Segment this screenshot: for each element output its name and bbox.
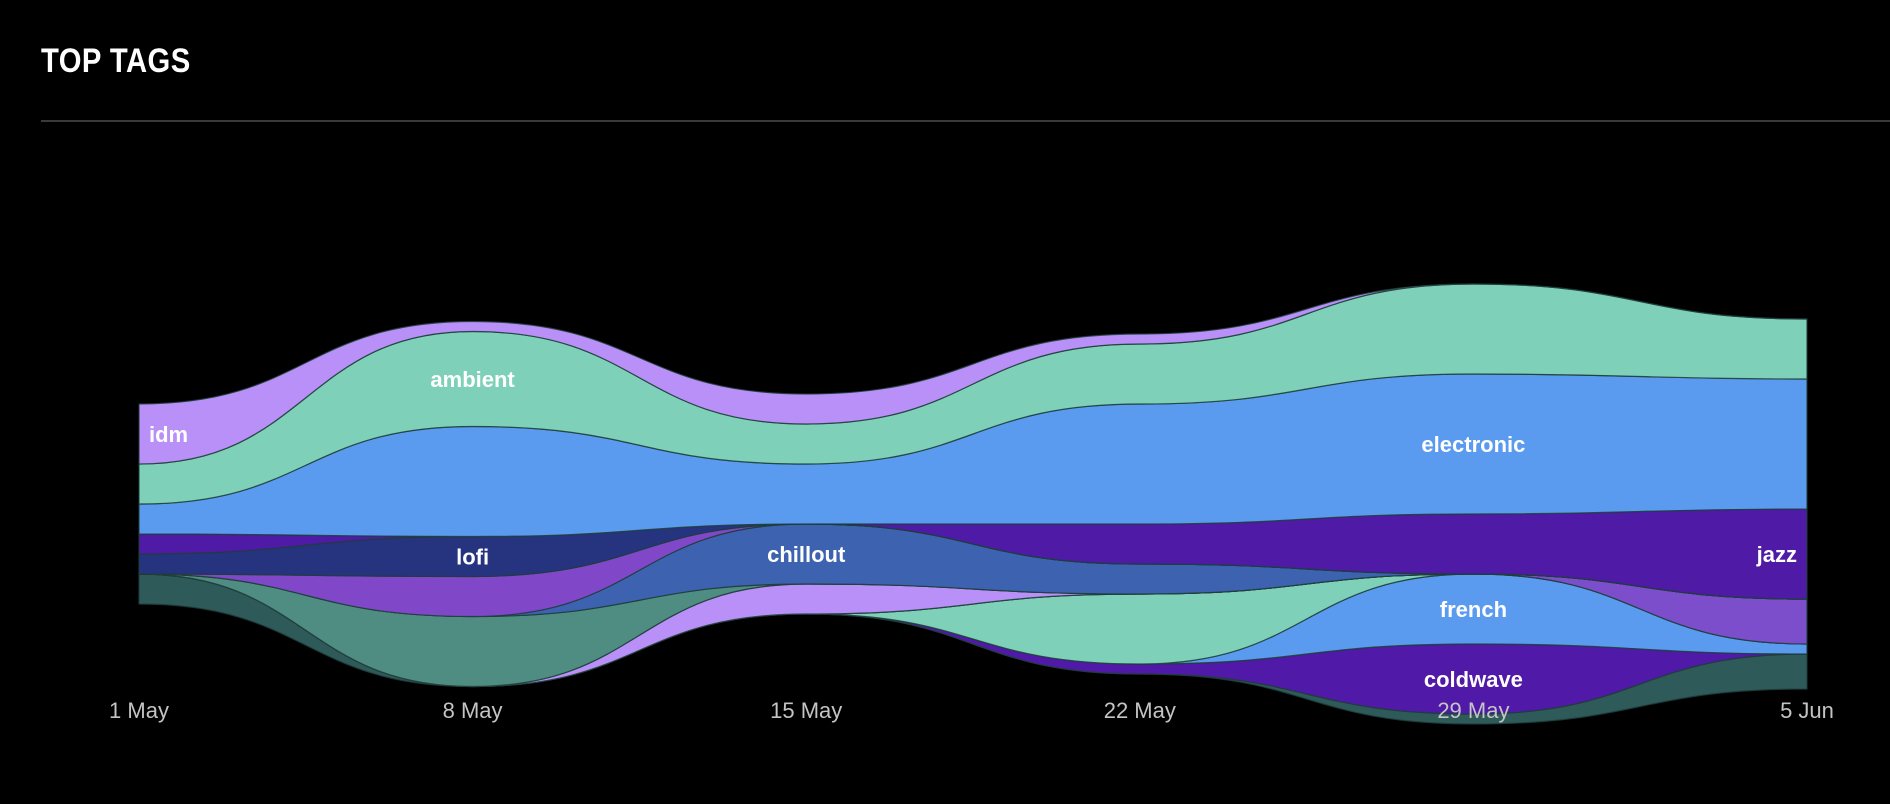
stream-layer-idm [138, 283, 1808, 465]
x-tick-label: 1 May [109, 698, 169, 723]
stream-label-ambient: ambient [430, 367, 515, 392]
stream-layers [138, 283, 1808, 725]
stream-label-jazz: jazz [1756, 542, 1797, 567]
x-tick-label: 5 Jun [1780, 698, 1834, 723]
stream-label-idm: idm [149, 422, 188, 447]
x-tick-label: 22 May [1104, 698, 1176, 723]
stream-label-lofi: lofi [456, 545, 489, 570]
x-tick-label: 8 May [443, 698, 503, 723]
stream-label-coldwave: coldwave [1424, 667, 1523, 692]
stream-labels: coldwave french chillout lofi jazz electronic… [149, 367, 1797, 692]
stream-label-chillout: chillout [767, 542, 846, 567]
header-divider [41, 120, 1890, 122]
stream-label-french: french [1440, 597, 1507, 622]
stream-label-electronic: electronic [1421, 432, 1525, 457]
x-axis: 1 May 8 May 15 May 22 May 29 May 5 Jun [109, 698, 1834, 723]
x-tick-label: 29 May [1437, 698, 1509, 723]
x-tick-label: 15 May [770, 698, 842, 723]
page-title: TOP TAGS [41, 42, 191, 80]
